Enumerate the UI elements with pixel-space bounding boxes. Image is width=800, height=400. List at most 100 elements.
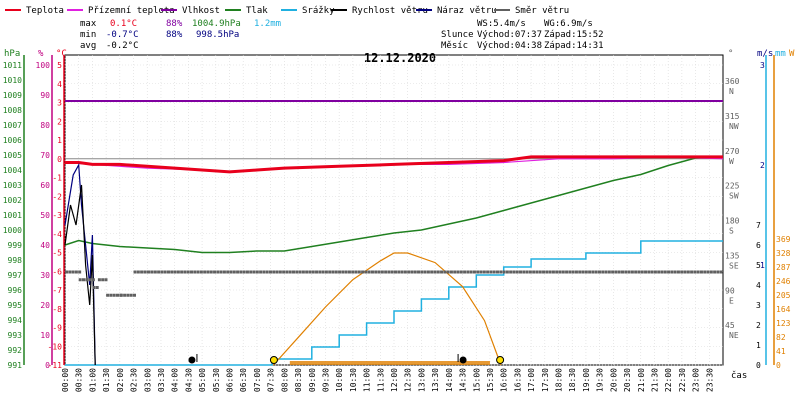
mm-tick: 7 bbox=[756, 221, 761, 230]
wind-dir-dot bbox=[265, 270, 269, 274]
moonset-marker bbox=[459, 356, 467, 364]
stats-max-temp: 0.1°C bbox=[110, 19, 137, 29]
hpa-tick: 999 bbox=[8, 241, 23, 250]
stats-min-label: min bbox=[80, 30, 96, 40]
dir-tick-name: S bbox=[729, 227, 734, 236]
wind-dir-dot bbox=[535, 270, 539, 274]
degc-tick: -11 bbox=[48, 361, 63, 370]
wind-dir-dot bbox=[568, 270, 572, 274]
wind-dir-dot bbox=[209, 270, 213, 274]
wind-dir-dot bbox=[324, 270, 328, 274]
stats-min-hum: 88% bbox=[166, 30, 183, 40]
mm-tick: 3 bbox=[756, 301, 761, 310]
wind-dir-dot bbox=[78, 278, 82, 282]
hpa-unit: hPa bbox=[4, 49, 20, 59]
wind-dir-dot bbox=[502, 270, 506, 274]
degc-tick: -3 bbox=[52, 211, 62, 220]
wind-dir-dot bbox=[282, 270, 286, 274]
chart-date: 12.12.2020 bbox=[364, 51, 436, 65]
wind-dir-dot bbox=[112, 293, 116, 297]
wind-dir-dot bbox=[334, 270, 338, 274]
wind-dir-dot bbox=[650, 270, 654, 274]
wind-dir-dot bbox=[226, 270, 230, 274]
wind-dir-dot bbox=[522, 270, 526, 274]
wind-dir-dot bbox=[199, 270, 203, 274]
wind-dir-dot bbox=[545, 270, 549, 274]
w-tick: 369 bbox=[776, 235, 791, 244]
degc-tick: 5 bbox=[57, 61, 62, 70]
wind-dir-dot bbox=[400, 270, 404, 274]
legend-label: Vlhkost bbox=[182, 6, 220, 16]
wind-dir-dot bbox=[660, 270, 664, 274]
wind-dir-dot bbox=[403, 270, 407, 274]
pressure-line bbox=[64, 155, 724, 254]
wind-dir-dot bbox=[472, 270, 476, 274]
wind-dir-dot bbox=[262, 270, 266, 274]
wind-dir-dot bbox=[236, 270, 240, 274]
wind-dir-dot bbox=[699, 270, 703, 274]
pct-unit: % bbox=[38, 49, 44, 59]
wind-dir-dot bbox=[423, 270, 427, 274]
time-tick: 23:30 bbox=[705, 368, 714, 392]
hpa-tick: 1007 bbox=[3, 121, 22, 130]
pct-tick: 20 bbox=[40, 301, 50, 310]
wind-dir-dot bbox=[106, 293, 110, 297]
pct-tick: 80 bbox=[40, 121, 50, 130]
sunrise-info: Východ:07:37 bbox=[477, 30, 542, 40]
wind-dir-dot bbox=[696, 270, 700, 274]
wind-dir-dot bbox=[97, 278, 101, 282]
degc-tick: -6 bbox=[52, 267, 62, 276]
wind-dir-dot bbox=[709, 270, 713, 274]
mm-tick: 2 bbox=[756, 321, 761, 330]
sunset-info: Západ:15:52 bbox=[544, 30, 604, 40]
wind-dir-dot bbox=[245, 270, 249, 274]
wind-dir-dot bbox=[206, 270, 210, 274]
wind-dir-dot bbox=[374, 270, 378, 274]
wind-dir-dot bbox=[133, 270, 137, 274]
wind-dir-dot bbox=[357, 270, 361, 274]
dir-tick-name: NE bbox=[729, 331, 739, 340]
axis-units: hPa % °C ° m/s mm W čas bbox=[4, 49, 795, 381]
wind-dir-dot bbox=[180, 270, 184, 274]
wind-dir-dot bbox=[584, 270, 588, 274]
time-tick: 01:30 bbox=[102, 368, 111, 392]
time-tick: 12:00 bbox=[390, 368, 399, 392]
wind-dir-dot bbox=[407, 270, 411, 274]
wind-dir-dot bbox=[693, 270, 697, 274]
hpa-tick: 1008 bbox=[3, 106, 22, 115]
time-tick: 22:30 bbox=[678, 368, 687, 392]
w-tick: 41 bbox=[776, 347, 786, 356]
dir-tick-name: NW bbox=[729, 122, 739, 131]
wind-dir-dot bbox=[611, 270, 615, 274]
dir-tick-deg: 225 bbox=[725, 182, 740, 191]
wind-dir-dot bbox=[295, 270, 299, 274]
wind-dir-dot bbox=[123, 293, 127, 297]
wind-dir-dot bbox=[380, 270, 384, 274]
dir-tick-deg: 360 bbox=[725, 77, 740, 86]
stats-avg-temp: -0.2°C bbox=[106, 41, 139, 51]
wind-dir-dot bbox=[670, 270, 674, 274]
wind-dir-dot bbox=[78, 270, 82, 274]
wind-dir-dot bbox=[449, 270, 453, 274]
wind-dir-dot bbox=[367, 270, 371, 274]
wind-dir-dot bbox=[561, 270, 565, 274]
mm-unit: mm bbox=[775, 49, 786, 59]
wind-dir-dot bbox=[95, 286, 99, 289]
degc-tick: -10 bbox=[48, 342, 63, 351]
wind-dir-dot bbox=[361, 270, 365, 274]
hpa-tick: 1004 bbox=[3, 166, 22, 175]
w-tick: 164 bbox=[776, 305, 791, 314]
wind-dir-dot bbox=[213, 270, 217, 274]
legend-label: Směr větru bbox=[515, 6, 569, 16]
wind-dir-dot bbox=[216, 270, 220, 274]
ms-tick: 2 bbox=[760, 161, 765, 170]
time-tick: 21:00 bbox=[637, 368, 646, 392]
wind-dir-dot bbox=[272, 270, 276, 274]
wind-dir-dot bbox=[440, 270, 444, 274]
time-tick: 23:00 bbox=[692, 368, 701, 392]
time-tick: 03:00 bbox=[143, 368, 152, 392]
hpa-tick: 997 bbox=[8, 271, 23, 280]
time-tick: 22:00 bbox=[664, 368, 673, 392]
dir-tick-name: N bbox=[729, 87, 734, 96]
